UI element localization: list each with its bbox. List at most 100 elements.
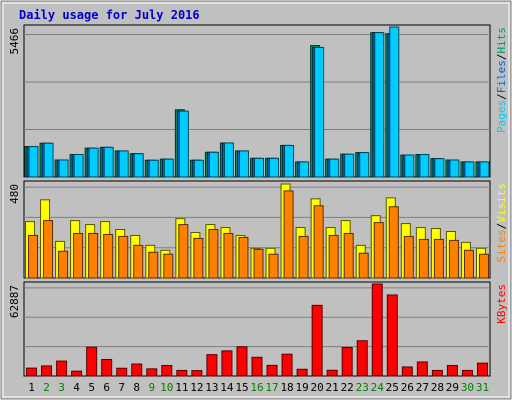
bar-pages-day-7 <box>118 150 129 178</box>
day-label-25: 25 <box>386 381 399 394</box>
bar-kbytes-day-8 <box>131 363 143 377</box>
bar-kbytes-day-27 <box>416 361 428 377</box>
bar-pages-day-10 <box>163 158 174 178</box>
bar-kbytes-day-24 <box>371 283 383 377</box>
day-label-3: 3 <box>58 381 65 394</box>
day-label-17: 17 <box>265 381 278 394</box>
y-max-label: 480 <box>8 184 21 204</box>
bar-pages-day-20 <box>314 46 325 178</box>
bar-kbytes-day-18 <box>281 353 293 377</box>
bars-visits-sites <box>25 183 489 279</box>
bar-sites-day-14 <box>223 232 234 279</box>
day-label-21: 21 <box>326 381 339 394</box>
bar-sites-day-20 <box>313 205 324 279</box>
bar-sites-day-7 <box>118 235 129 279</box>
bar-pages-day-23 <box>359 152 370 178</box>
bar-kbytes-day-14 <box>221 350 233 377</box>
bar-sites-day-15 <box>238 236 249 279</box>
bar-sites-day-5 <box>88 232 99 279</box>
bar-kbytes-day-7 <box>116 367 128 377</box>
day-label-5: 5 <box>88 381 95 394</box>
bar-pages-day-31 <box>479 161 490 178</box>
bar-kbytes-day-19 <box>296 368 308 377</box>
day-label-11: 11 <box>175 381 188 394</box>
bar-kbytes-day-5 <box>86 346 98 377</box>
bar-kbytes-day-1 <box>26 367 38 377</box>
bar-sites-day-29 <box>448 239 459 279</box>
bar-kbytes-day-9 <box>146 368 158 377</box>
day-label-24: 24 <box>371 381 385 394</box>
bar-sites-day-12 <box>193 237 204 279</box>
day-label-2: 2 <box>43 381 50 394</box>
bar-pages-day-15 <box>238 150 249 178</box>
day-label-26: 26 <box>401 381 414 394</box>
bar-pages-day-5 <box>88 147 99 178</box>
bar-sites-day-10 <box>163 253 174 279</box>
legend: KBytes <box>495 284 508 324</box>
bar-sites-day-2 <box>43 220 54 279</box>
bar-kbytes-day-26 <box>401 366 413 377</box>
bar-sites-day-11 <box>178 224 189 279</box>
bar-sites-day-1 <box>28 234 39 279</box>
bar-pages-day-6 <box>103 146 114 178</box>
day-label-1: 1 <box>28 381 35 394</box>
bar-kbytes-day-31 <box>476 362 488 377</box>
legend-separator: / <box>495 223 508 230</box>
bar-pages-day-3 <box>58 159 69 178</box>
bar-kbytes-day-21 <box>326 369 338 377</box>
bar-pages-day-9 <box>148 159 159 178</box>
legend-entry: Visits <box>495 183 508 223</box>
day-label-19: 19 <box>295 381 308 394</box>
legend-separator: / <box>495 54 508 61</box>
day-label-18: 18 <box>280 381 293 394</box>
legend-text: Sites/Visits <box>495 183 508 263</box>
bar-kbytes-day-6 <box>101 358 113 377</box>
bar-sites-day-8 <box>133 244 144 279</box>
day-label-29: 29 <box>446 381 459 394</box>
bar-kbytes-day-11 <box>176 369 188 377</box>
day-label-7: 7 <box>118 381 125 394</box>
bar-pages-day-1 <box>28 146 39 178</box>
day-label-31: 31 <box>476 381 489 394</box>
bar-pages-day-24 <box>374 32 385 178</box>
bar-kbytes-day-3 <box>56 360 68 377</box>
bar-kbytes-day-10 <box>161 364 173 377</box>
bar-kbytes-day-22 <box>341 346 353 377</box>
bar-sites-day-9 <box>148 251 159 279</box>
bar-sites-day-28 <box>433 238 444 279</box>
day-label-30: 30 <box>461 381 474 394</box>
bar-kbytes-day-20 <box>311 304 323 377</box>
day-label-12: 12 <box>190 381 203 394</box>
day-label-15: 15 <box>235 381 248 394</box>
bar-sites-day-6 <box>103 233 114 279</box>
bar-kbytes-day-23 <box>356 340 368 377</box>
legend-entry: Sites <box>495 229 508 262</box>
bar-pages-day-29 <box>449 159 460 178</box>
bar-pages-day-18 <box>284 144 295 178</box>
bar-kbytes-day-4 <box>71 370 83 377</box>
bar-pages-day-28 <box>434 158 445 178</box>
bar-sites-day-3 <box>58 250 69 279</box>
x-axis-labels: 1 2 3 4 5 6 7 8 9 10 11 12 13 14 15 16 17 18 19 20 21 22 23 24 2… <box>28 381 489 394</box>
day-label-22: 22 <box>341 381 354 394</box>
bar-kbytes-day-15 <box>236 346 248 377</box>
day-label-4: 4 <box>73 381 80 394</box>
bar-kbytes-day-16 <box>251 356 263 377</box>
bar-pages-day-11 <box>178 110 189 178</box>
day-label-8: 8 <box>133 381 140 394</box>
bar-kbytes-day-2 <box>41 365 53 377</box>
bar-pages-day-13 <box>208 151 219 178</box>
bar-pages-day-21 <box>329 158 340 178</box>
bar-pages-day-16 <box>254 157 264 178</box>
bar-pages-day-30 <box>464 161 475 178</box>
day-label-20: 20 <box>311 381 324 394</box>
legend-entry: Files <box>495 60 508 93</box>
bar-sites-day-31 <box>478 253 489 279</box>
bar-sites-day-23 <box>358 252 369 279</box>
bar-sites-day-26 <box>403 235 414 279</box>
bar-sites-day-18 <box>283 190 294 279</box>
day-label-16: 16 <box>250 381 263 394</box>
legend-text: KBytes <box>495 284 508 324</box>
